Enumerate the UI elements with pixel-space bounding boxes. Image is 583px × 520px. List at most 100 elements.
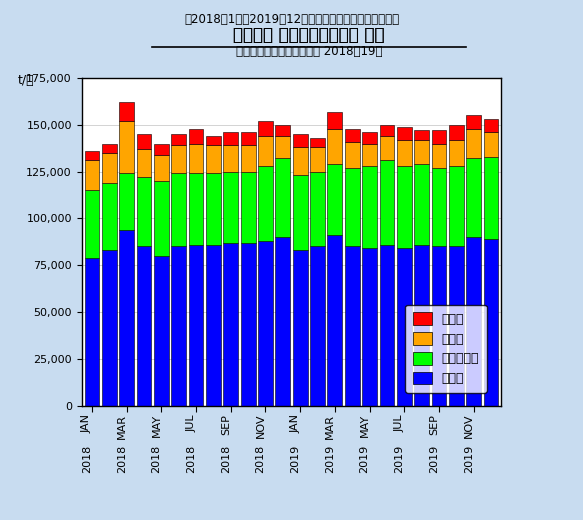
Bar	[449, 166, 463, 246]
Text: 衛生用紙 用途別国内生産量 推移: 衛生用紙 用途別国内生産量 推移	[233, 26, 385, 44]
Bar	[85, 190, 99, 258]
Bar	[380, 160, 394, 244]
Text: NOV: NOV	[255, 414, 265, 438]
Text: 2018: 2018	[221, 445, 231, 473]
Bar	[102, 153, 117, 183]
Text: 2019: 2019	[463, 445, 473, 473]
Text: SEP: SEP	[429, 414, 439, 435]
Bar	[293, 134, 308, 147]
Bar	[293, 250, 308, 406]
Bar	[414, 164, 429, 244]
Bar	[120, 102, 134, 121]
Bar	[171, 134, 186, 146]
Bar	[380, 244, 394, 406]
Bar	[258, 121, 273, 136]
Bar	[154, 144, 169, 155]
Text: 2018: 2018	[152, 445, 161, 473]
Text: SEP: SEP	[221, 414, 231, 435]
Bar	[328, 128, 342, 164]
Bar	[85, 160, 99, 190]
Bar	[414, 131, 429, 140]
Bar	[171, 146, 186, 174]
Bar	[484, 132, 498, 157]
Bar	[85, 151, 99, 160]
Bar	[362, 249, 377, 406]
Bar	[275, 159, 290, 237]
Bar	[258, 166, 273, 241]
Bar	[345, 141, 360, 168]
Bar	[431, 131, 447, 144]
Bar	[345, 246, 360, 406]
Legend: 他衛生, タオル, ティッシュ, トイレ: 他衛生, タオル, ティッシュ, トイレ	[406, 305, 487, 393]
Text: JUL: JUL	[394, 414, 404, 432]
Text: 2019: 2019	[360, 445, 370, 473]
Bar	[154, 155, 169, 181]
Bar	[189, 174, 203, 244]
Text: JUL: JUL	[186, 414, 196, 432]
Bar	[397, 166, 412, 249]
Bar	[397, 249, 412, 406]
Bar	[241, 146, 255, 172]
Bar	[449, 125, 463, 140]
Bar	[310, 172, 325, 246]
Text: 2019: 2019	[325, 445, 335, 473]
Bar	[189, 144, 203, 174]
Bar	[362, 132, 377, 144]
Text: （2018年1月～2019年12月　経済産業省生産動態統計）: （2018年1月～2019年12月 経済産業省生産動態統計）	[184, 13, 399, 26]
Bar	[466, 159, 481, 237]
Bar	[206, 174, 221, 244]
Bar	[449, 140, 463, 166]
Text: MAY: MAY	[152, 414, 161, 437]
Bar	[258, 136, 273, 166]
Bar	[223, 132, 238, 146]
Bar	[136, 177, 152, 246]
Bar	[275, 136, 290, 159]
Text: （経済産業省生産動態統計 2018－19）: （経済産業省生産動態統計 2018－19）	[236, 45, 382, 58]
Text: 2018: 2018	[82, 445, 92, 473]
Bar	[85, 258, 99, 406]
Text: t/月: t/月	[17, 74, 34, 87]
Bar	[171, 246, 186, 406]
Bar	[328, 235, 342, 406]
Bar	[328, 164, 342, 235]
Bar	[171, 174, 186, 246]
Bar	[241, 243, 255, 406]
Bar	[154, 181, 169, 256]
Bar	[362, 166, 377, 249]
Bar	[449, 246, 463, 406]
Bar	[345, 128, 360, 141]
Bar	[484, 119, 498, 132]
Text: 2018: 2018	[186, 445, 196, 473]
Bar	[414, 140, 429, 164]
Bar	[136, 134, 152, 149]
Text: MAR: MAR	[117, 414, 127, 439]
Bar	[241, 132, 255, 146]
Bar	[414, 244, 429, 406]
Bar	[310, 147, 325, 172]
Bar	[466, 128, 481, 159]
Bar	[310, 138, 325, 147]
Bar	[380, 125, 394, 136]
Text: MAR: MAR	[325, 414, 335, 439]
Bar	[189, 128, 203, 144]
Bar	[223, 243, 238, 406]
Bar	[241, 172, 255, 243]
Bar	[293, 147, 308, 175]
Bar	[397, 140, 412, 166]
Bar	[310, 246, 325, 406]
Text: NOV: NOV	[463, 414, 473, 438]
Bar	[275, 237, 290, 406]
Text: 2018: 2018	[255, 445, 265, 473]
Bar	[345, 168, 360, 246]
Text: MAY: MAY	[360, 414, 370, 437]
Bar	[484, 239, 498, 406]
Bar	[223, 172, 238, 243]
Bar	[431, 168, 447, 246]
Bar	[328, 112, 342, 128]
Bar	[431, 246, 447, 406]
Bar	[293, 175, 308, 250]
Bar	[120, 174, 134, 230]
Bar	[362, 144, 377, 166]
Bar	[136, 246, 152, 406]
Text: 衛生用紙 用途別国内生産量 推移: 衛生用紙 用途別国内生産量 推移	[233, 26, 385, 44]
